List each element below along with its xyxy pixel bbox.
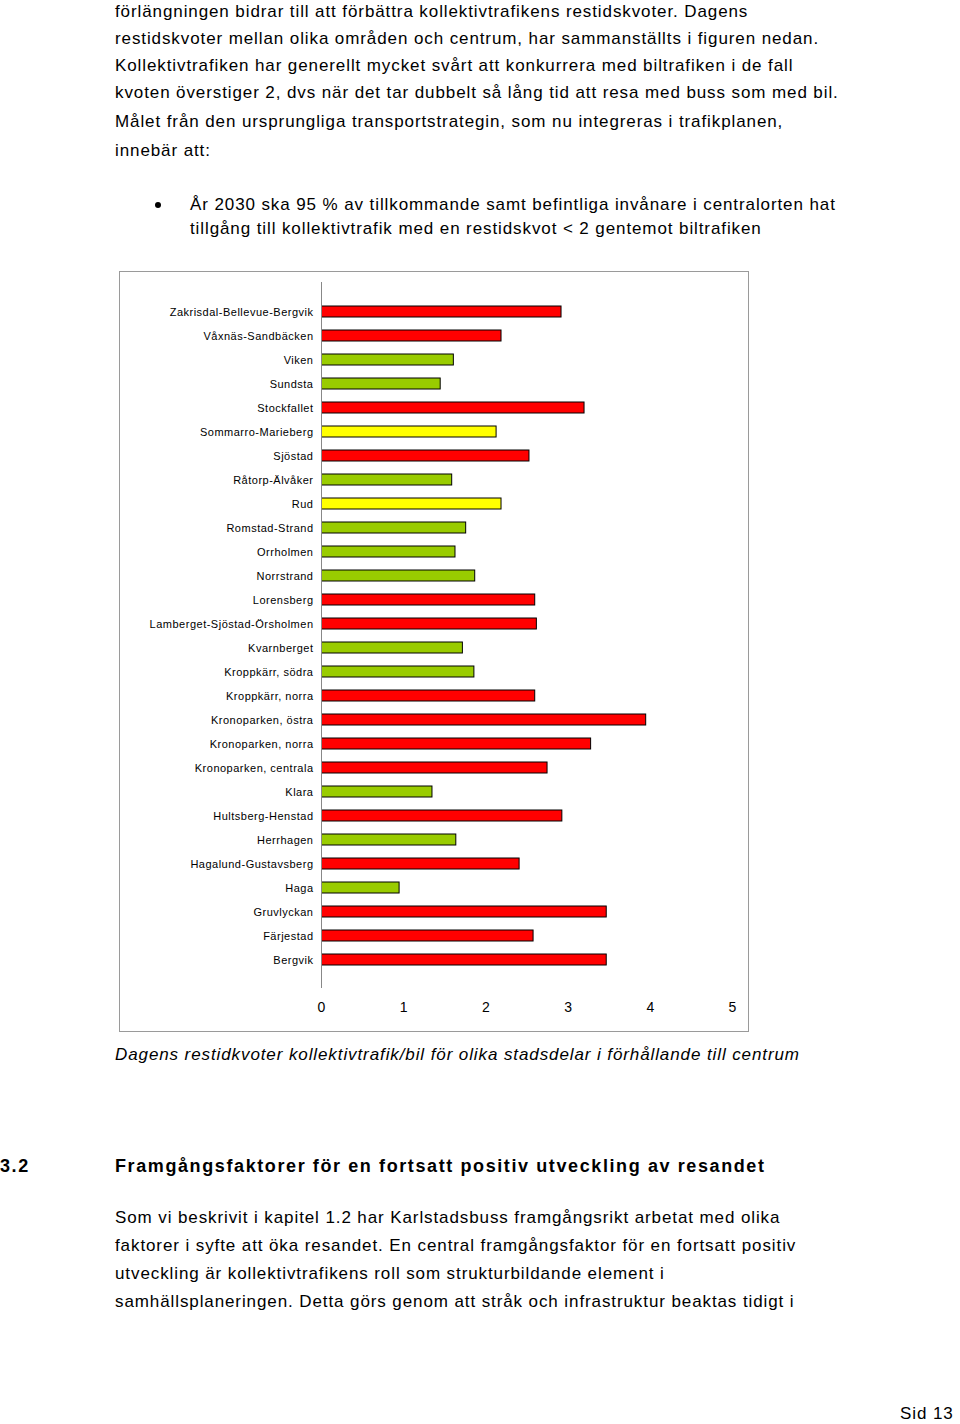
- svg-text:4: 4: [646, 999, 654, 1015]
- html-text:innebär att:: innebär att:: [115, 141, 211, 160]
- html-text:utveckling är kollektivtrafike: utveckling är kollektivtrafikens roll so…: [115, 1264, 665, 1283]
- svg-text:Kroppkärr, norra: Kroppkärr, norra: [226, 690, 314, 702]
- html-text:Som vi beskrivit i kapitel 1.2: Som vi beskrivit i kapitel 1.2 har Karls…: [115, 1208, 781, 1227]
- svg-text:Lamberget-Sjöstad-Örsholmen: Lamberget-Sjöstad-Örsholmen: [150, 618, 314, 630]
- svg-text:3: 3: [564, 999, 572, 1015]
- svg-text:5: 5: [729, 999, 737, 1015]
- svg-text:Zakrisdal-Bellevue-Bergvik: Zakrisdal-Bellevue-Bergvik: [170, 306, 314, 318]
- html-text:restidskvoter mellan olika omr: restidskvoter mellan olika områden och c…: [115, 29, 819, 48]
- svg-text:Kroppkärr, södra: Kroppkärr, södra: [224, 666, 314, 678]
- svg-text:Orrholmen: Orrholmen: [257, 546, 313, 558]
- svg-text:Bergvik: Bergvik: [273, 954, 313, 966]
- svg-text:Hagalund-Gustavsberg: Hagalund-Gustavsberg: [190, 858, 313, 870]
- svg-text:Klara: Klara: [285, 786, 314, 798]
- svg-text:Sundsta: Sundsta: [270, 378, 314, 390]
- svg-text:1: 1: [400, 999, 408, 1015]
- svg-text:Romstad-Strand: Romstad-Strand: [226, 522, 313, 534]
- svg-text:Sjöstad: Sjöstad: [273, 450, 313, 462]
- html-text:Framgångsfaktorer för en forts: Framgångsfaktorer för en fortsatt positi…: [115, 1156, 766, 1176]
- svg-text:Viken: Viken: [284, 354, 314, 366]
- svg-text:Våxnäs-Sandbäcken: Våxnäs-Sandbäcken: [203, 330, 313, 342]
- svg-text:Lorensberg: Lorensberg: [253, 594, 314, 606]
- svg-text:Rud: Rud: [292, 498, 314, 510]
- html-text:förlängningen bidrar till att: förlängningen bidrar till att förbättra …: [115, 2, 749, 21]
- svg-text:Sommarro-Marieberg: Sommarro-Marieberg: [200, 426, 314, 438]
- html-text:Dagens restidkvoter kollektivt: Dagens restidkvoter kollektivtrafik/bil …: [115, 1045, 800, 1064]
- svg-text:2: 2: [482, 999, 490, 1015]
- svg-text:Kvarnberget: Kvarnberget: [248, 642, 313, 654]
- html-text:Sid 13: Sid 13: [900, 1404, 954, 1423]
- html-text:Kollektivtrafiken har generell: Kollektivtrafiken har generellt mycket s…: [115, 56, 794, 75]
- html-text:faktorer i syfte att öka resan: faktorer i syfte att öka resandet. En ce…: [115, 1236, 797, 1255]
- svg-text:0: 0: [318, 999, 326, 1015]
- html-text:samhällsplaneringen. Detta gör: samhällsplaneringen. Detta görs genom at…: [115, 1292, 795, 1311]
- html-text:Målet från den ursprungliga tr: Målet från den ursprungliga transportstr…: [115, 112, 784, 131]
- svg-text:Gruvlyckan: Gruvlyckan: [253, 906, 313, 918]
- html-text:3.2: 3.2: [0, 1156, 30, 1176]
- html-text:tillgång till kollektivtrafik: tillgång till kollektivtrafik med en res…: [190, 219, 762, 238]
- html-text:kvoten överstiger 2, dvs när d: kvoten överstiger 2, dvs när det tar dub…: [115, 83, 839, 102]
- svg-text:Stockfallet: Stockfallet: [257, 402, 313, 414]
- svg-text:Kronoparken, norra: Kronoparken, norra: [210, 738, 314, 750]
- svg-text:Haga: Haga: [285, 882, 314, 894]
- svg-text:Kronoparken, östra: Kronoparken, östra: [211, 714, 314, 726]
- svg-text:Norrstrand: Norrstrand: [257, 570, 314, 582]
- svg-text:Kronoparken, centrala: Kronoparken, centrala: [195, 762, 314, 774]
- svg-text:Hultsberg-Henstad: Hultsberg-Henstad: [213, 810, 313, 822]
- svg-text:Färjestad: Färjestad: [263, 930, 313, 942]
- svg-text:Herrhagen: Herrhagen: [257, 834, 313, 846]
- svg-text:Råtorp-Älvåker: Råtorp-Älvåker: [233, 474, 313, 486]
- html-text:År 2030 ska 95 % av tillkomman: År 2030 ska 95 % av tillkommande samt be…: [190, 195, 836, 214]
